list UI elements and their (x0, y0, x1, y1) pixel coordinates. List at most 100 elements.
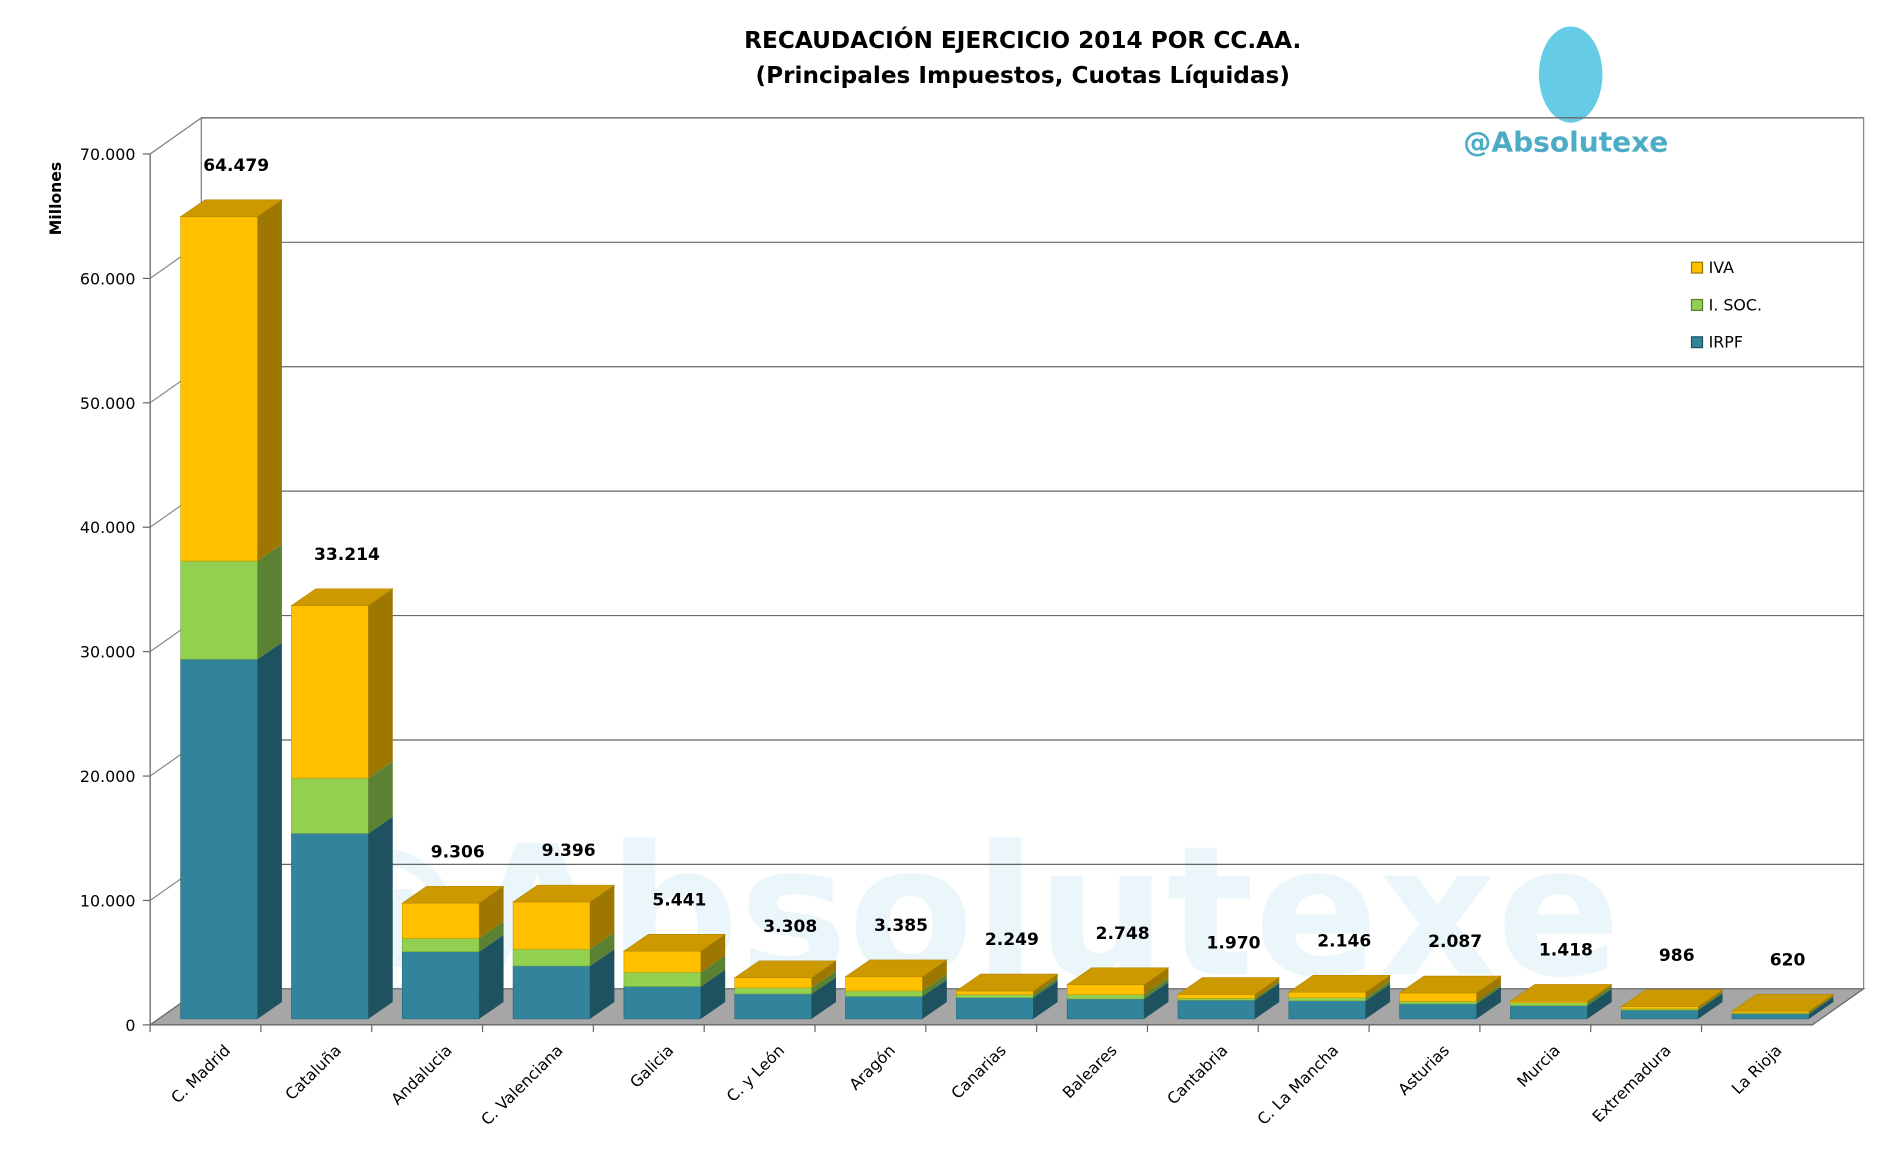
bar-side (257, 199, 282, 562)
total-label: 3.385 (874, 915, 928, 935)
total-label: 5.441 (652, 890, 706, 910)
bar-side (1587, 988, 1612, 1019)
bar-side (1033, 977, 1058, 998)
bar-side (1365, 975, 1391, 998)
bar-side (1808, 996, 1834, 1014)
bar-side (368, 761, 393, 834)
bar-front (512, 965, 591, 1020)
bar-segment (1509, 984, 1613, 1003)
x-tick-label: Cantabria (1163, 1041, 1231, 1108)
bar-front (623, 971, 702, 987)
legend-swatch (1690, 298, 1704, 311)
total-label: 9.396 (542, 840, 596, 860)
bar-side (1698, 993, 1723, 1019)
x-tick-label: C. y León (723, 1041, 789, 1106)
y-tick-label: 30.000 (80, 643, 136, 662)
bar-segment (955, 973, 1059, 995)
x-tick-label: C. Valenciana (477, 1041, 566, 1129)
total-label: 2.748 (1096, 923, 1150, 943)
legend-label: IRPF (1709, 333, 1743, 352)
bar-top (1066, 967, 1170, 985)
bar-side (1254, 981, 1280, 1001)
total-label: 2.146 (1317, 931, 1371, 951)
bar-side (1476, 976, 1501, 1002)
bar-side (811, 977, 836, 1019)
bar-front (512, 948, 591, 967)
bar-top (1287, 975, 1392, 993)
bar-segment (1066, 967, 1170, 995)
total-label: 620 (1770, 950, 1806, 970)
bar-front (956, 990, 1034, 995)
bar-side (1144, 982, 1169, 1019)
x-tick-label: Andalucia (387, 1041, 456, 1109)
bar-side (1476, 984, 1501, 1004)
bar-segment (291, 816, 393, 1020)
bar-side (1587, 985, 1612, 1006)
bar-front (1510, 1002, 1588, 1007)
x-tick-label: Asturias (1394, 1041, 1453, 1099)
total-label: 1.970 (1206, 933, 1260, 953)
bar-side (368, 816, 393, 1019)
chart-title: RECAUDACIÓN EJERCICIO 2014 POR CC.AA. (744, 26, 1301, 54)
bar-top (401, 885, 505, 904)
total-label: 2.087 (1428, 931, 1482, 951)
bar-side (368, 588, 393, 779)
bar-side (811, 960, 836, 988)
bar-side (1365, 983, 1391, 1019)
bar-side (479, 886, 504, 939)
bar-segment (733, 960, 837, 989)
bar-side (1254, 983, 1280, 1019)
total-label: 3.308 (763, 916, 817, 936)
bar-segment (1066, 982, 1169, 1020)
legend-swatch (1690, 336, 1704, 349)
bar-segment (401, 885, 505, 939)
x-tick-label: Cataluña (281, 1041, 345, 1104)
x-tick-label: Aragón (845, 1041, 899, 1094)
bar-side (700, 934, 726, 973)
grid-line (149, 117, 202, 155)
bar-side (1808, 994, 1834, 1013)
bar-side (700, 955, 726, 987)
watermark: @Absolutexe (1463, 126, 1668, 159)
bar-front (1510, 1005, 1588, 1020)
bar-segment (844, 959, 948, 992)
bar-segment (291, 761, 393, 834)
x-tick-label: Galicia (626, 1041, 677, 1092)
bar-segment (179, 199, 283, 562)
x-tick-label: Murcia (1513, 1041, 1564, 1091)
x-tick-label: C. La Mancha (1253, 1041, 1342, 1129)
bar-top (733, 960, 837, 979)
bar-front (1620, 1009, 1699, 1020)
bar-segment (180, 544, 282, 660)
bar-segment (1176, 977, 1281, 999)
bar-front (1288, 991, 1366, 999)
bar-front (1066, 998, 1145, 1020)
bar-segment (512, 932, 615, 967)
bar-front (1399, 1001, 1477, 1005)
bar-side (1033, 980, 1058, 1019)
bar-front (180, 560, 258, 660)
y-tick-label: 60.000 (80, 270, 136, 289)
logo (1538, 26, 1603, 123)
bar-side (589, 932, 615, 966)
bar-top (1176, 977, 1281, 995)
bar-side (1033, 974, 1058, 995)
bar-top (955, 973, 1059, 992)
y-tick-label: 20.000 (80, 767, 136, 786)
bar-side (1144, 977, 1169, 999)
bar-front (180, 659, 258, 1020)
bar-segment (1288, 983, 1391, 1020)
x-tick-label: Extremadura (1588, 1041, 1674, 1126)
bar-segment (623, 969, 726, 1020)
bar-top (1509, 984, 1613, 1002)
bar-front (1620, 1006, 1699, 1010)
bar-segment (734, 977, 836, 1020)
bar-front (734, 993, 812, 1020)
y-axis-title: Millones (46, 162, 65, 235)
bar-front (401, 902, 480, 939)
bar-front (1066, 984, 1145, 995)
bar-side (1254, 977, 1280, 999)
bar-front (845, 996, 923, 1020)
bar-side (700, 969, 726, 1019)
